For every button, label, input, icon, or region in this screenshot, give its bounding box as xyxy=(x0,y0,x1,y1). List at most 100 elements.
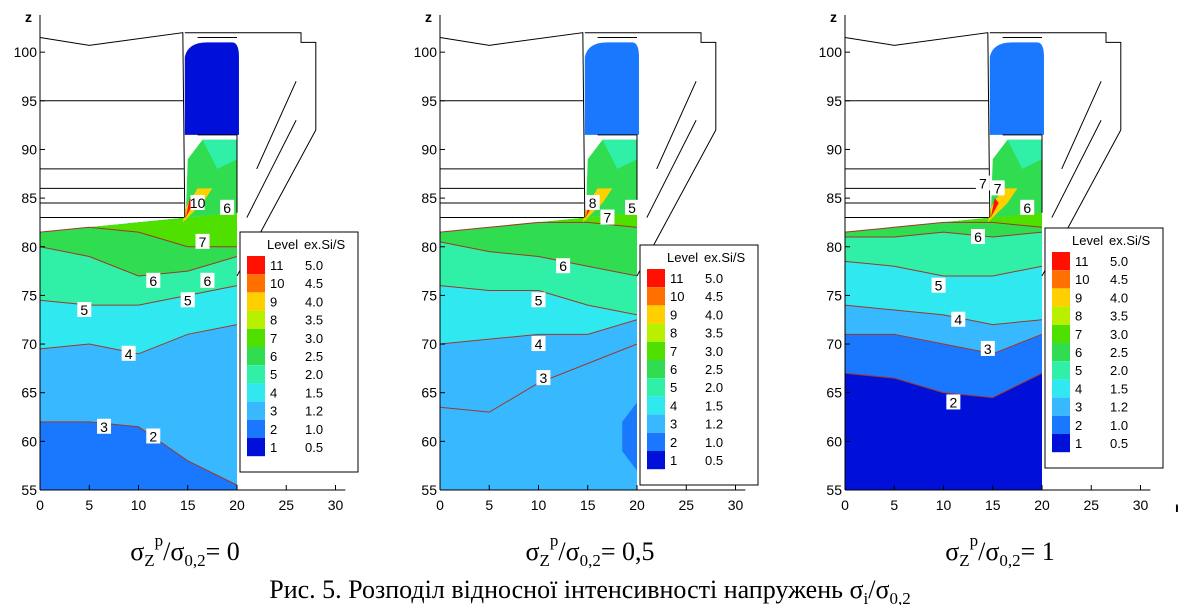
caption-part: 0,2 xyxy=(889,589,910,605)
legend-value: 2.0 xyxy=(705,380,723,395)
figure: 051015202530556065707580859095100z107666… xyxy=(0,0,1178,605)
y-tick-label: 90 xyxy=(826,141,842,157)
y-tick-label: 85 xyxy=(826,190,842,206)
legend-header: Level xyxy=(1072,233,1103,248)
legend-value: 2.0 xyxy=(1110,363,1128,378)
legend-level: 6 xyxy=(670,362,677,377)
legend-level: 3 xyxy=(670,417,677,432)
legend-value: 4.5 xyxy=(305,276,323,291)
caption-part: p xyxy=(550,531,559,550)
contour-label: 10 xyxy=(190,195,206,211)
panel-caption: σZp/σ0,2= 0 xyxy=(130,531,240,570)
legend-header: ex.Si/S xyxy=(704,250,746,265)
x-tick-label: 20 xyxy=(629,497,645,513)
caption-part: 0,2 xyxy=(580,551,601,570)
legend-level: 2 xyxy=(270,422,277,437)
caption-part: = 0,5 xyxy=(601,537,655,566)
legend-swatch xyxy=(1052,379,1070,397)
legend-value: 1.2 xyxy=(305,404,323,419)
legend-swatch xyxy=(647,287,665,305)
caption-part: /σ xyxy=(978,537,999,566)
caption-part: /σ xyxy=(558,537,579,566)
legend-value: 3.0 xyxy=(1110,327,1128,342)
legend-level: 10 xyxy=(1075,272,1089,287)
contour-label: 6 xyxy=(974,229,982,245)
x-tick-label: 15 xyxy=(180,497,196,513)
legend-level: 1 xyxy=(270,440,277,455)
x-tick-label: 0 xyxy=(841,497,849,513)
legend-swatch xyxy=(247,420,265,438)
legend-swatch xyxy=(1052,288,1070,306)
legend-value: 3.0 xyxy=(305,331,323,346)
legend-swatch xyxy=(247,274,265,292)
caption-part: Z xyxy=(539,551,549,570)
contour-label: 7 xyxy=(994,180,1002,196)
legend-level: 1 xyxy=(670,453,677,468)
caption-part: 0,2 xyxy=(999,551,1020,570)
legend-level: 4 xyxy=(270,385,277,400)
x-tick-label: 30 xyxy=(1133,497,1149,513)
y-tick-label: 75 xyxy=(21,287,37,303)
y-tick-label: 55 xyxy=(421,482,437,498)
caption-part: /σ xyxy=(868,575,889,604)
y-tick-label: 75 xyxy=(826,287,842,303)
contour-label: 4 xyxy=(535,336,543,352)
x-tick-label: 10 xyxy=(531,497,547,513)
caption-part: Рис. 5. Розподіл відносної інтенсивності… xyxy=(269,575,863,604)
legend-swatch xyxy=(247,365,265,383)
contour-label: 6 xyxy=(149,273,157,289)
legend-level: 10 xyxy=(670,289,684,304)
contour-label: 5 xyxy=(80,302,88,318)
y-tick-label: 95 xyxy=(826,93,842,109)
legend-level: 9 xyxy=(1075,290,1082,305)
legend-swatch xyxy=(1052,252,1070,270)
legend-level: 9 xyxy=(270,294,277,309)
legend-level: 3 xyxy=(1075,400,1082,415)
outline xyxy=(257,81,296,169)
legend-swatch xyxy=(647,269,665,287)
y-tick-label: 70 xyxy=(21,336,37,352)
contour-label: 2 xyxy=(949,394,957,410)
legend-level: 2 xyxy=(1075,418,1082,433)
outline xyxy=(40,33,185,218)
y-tick-label: 60 xyxy=(421,433,437,449)
caption-part: p xyxy=(970,531,979,550)
y-tick-label: 75 xyxy=(421,287,437,303)
contour-label: 3 xyxy=(984,341,992,357)
x-tick-label: 30 xyxy=(728,497,744,513)
y-tick-label: 90 xyxy=(421,141,437,157)
x-tick-label: 25 xyxy=(278,497,294,513)
legend-level: 6 xyxy=(1075,345,1082,360)
legend-level: 7 xyxy=(270,331,277,346)
legend-level: 8 xyxy=(1075,309,1082,324)
caption-part: Z xyxy=(959,551,969,570)
legend-value: 3.0 xyxy=(705,344,723,359)
contour-band xyxy=(185,42,239,134)
outline xyxy=(440,33,585,218)
legend-swatch xyxy=(247,329,265,347)
legend-swatch xyxy=(247,438,265,456)
x-tick-label: 15 xyxy=(580,497,596,513)
legend-swatch xyxy=(647,433,665,451)
legend-value: 1.0 xyxy=(1110,418,1128,433)
legend-value: 5.0 xyxy=(1110,254,1128,269)
legend-value: 3.5 xyxy=(305,313,323,328)
legend-level: 7 xyxy=(670,344,677,359)
y-tick-label: 55 xyxy=(826,482,842,498)
caption-part: Z xyxy=(144,551,154,570)
legend-value: 1.2 xyxy=(705,417,723,432)
legend-level: 10 xyxy=(270,276,284,291)
contour-band xyxy=(990,42,1044,134)
plot-panel: 051015202530556065707580859095100zr77665… xyxy=(819,9,1178,570)
contour-label: 5 xyxy=(935,278,943,294)
legend-swatch xyxy=(647,342,665,360)
legend-value: 5.0 xyxy=(305,258,323,273)
legend-level: 6 xyxy=(270,349,277,364)
legend-swatch xyxy=(647,378,665,396)
y-tick-label: 100 xyxy=(414,44,438,60)
y-tick-label: 80 xyxy=(826,239,842,255)
legend-swatch xyxy=(647,396,665,414)
y-tick-label: 65 xyxy=(21,385,37,401)
caption-part: σ xyxy=(130,537,144,566)
legend-swatch xyxy=(647,360,665,378)
